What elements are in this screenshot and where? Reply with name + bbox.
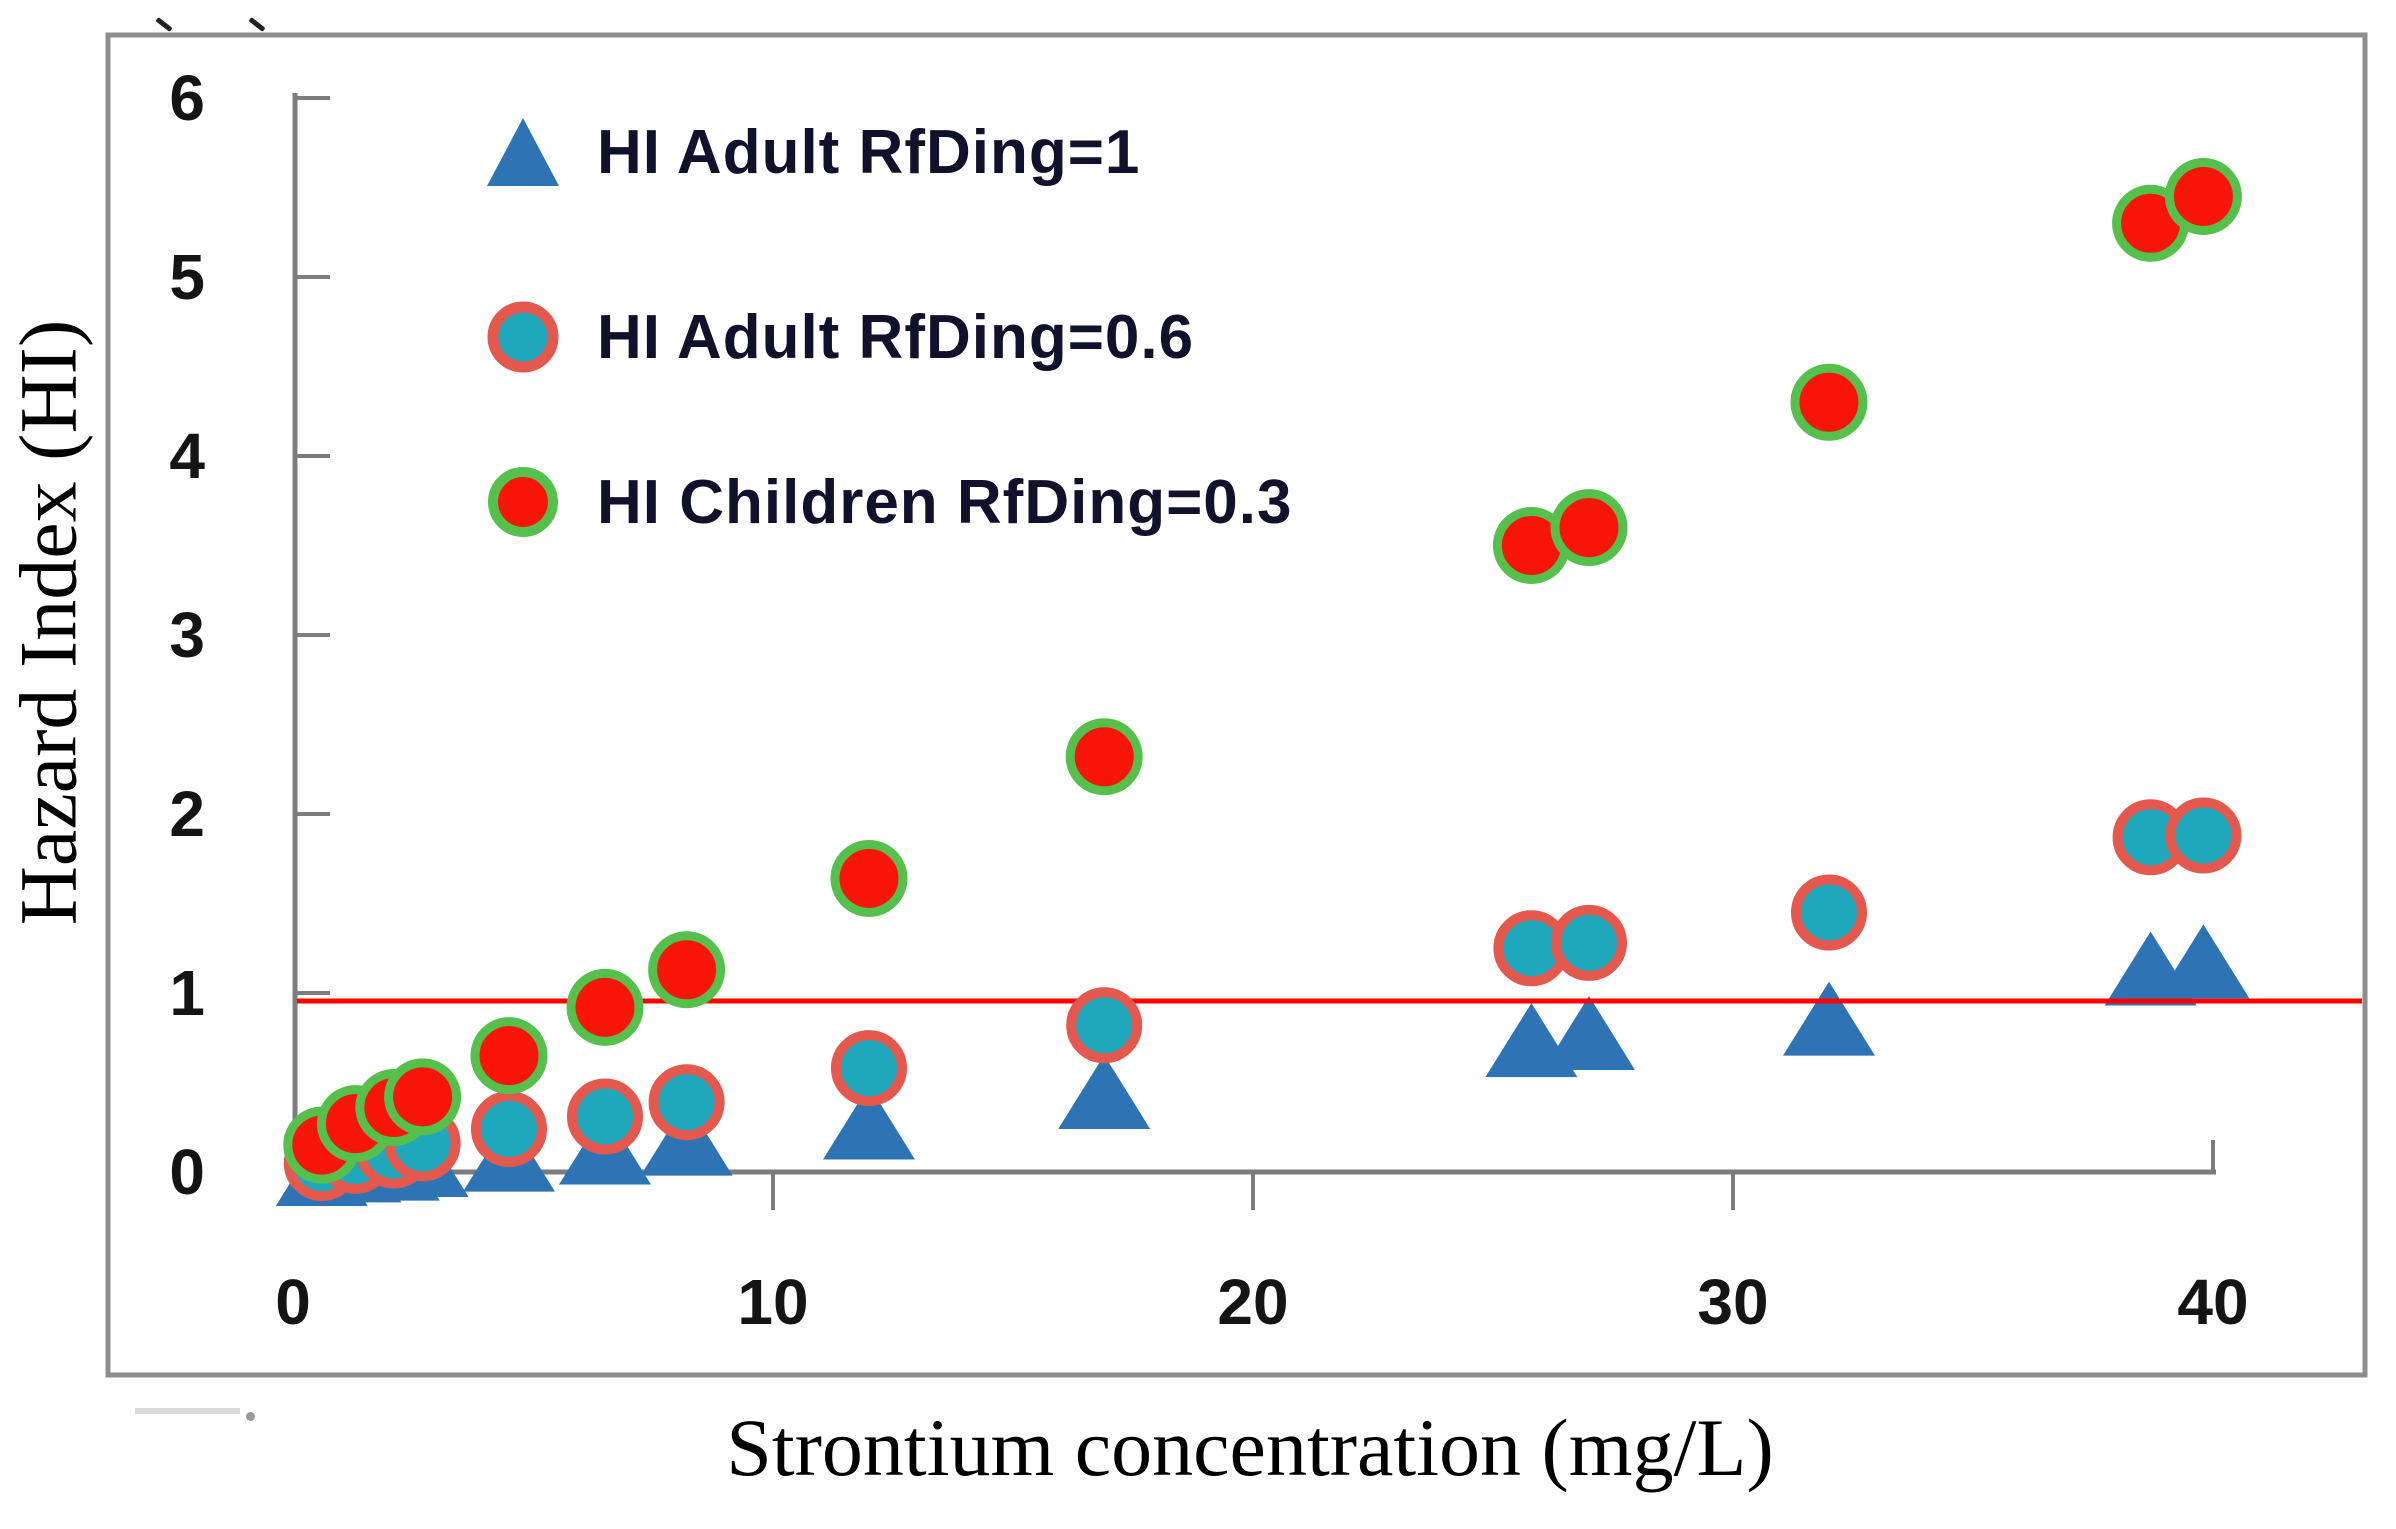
scan-smudge xyxy=(135,1408,240,1414)
point-adult-rfd1 xyxy=(1543,995,1635,1070)
scan-smudge-dot xyxy=(246,1412,255,1421)
legend-label: HI Adult RfDing=1 xyxy=(597,117,1141,187)
x-axis-title: Strontium concentration (mg/L) xyxy=(726,1402,1774,1493)
y-tick-label-3: 3 xyxy=(169,599,205,671)
point-adult-rfd06 xyxy=(648,1064,725,1141)
legend-item-children-rfd03: HI Children RfDing=0.3 xyxy=(475,447,1292,557)
legend-item-adult-rfd06: HI Adult RfDing=0.6 xyxy=(475,282,1194,392)
point-children-rfd03 xyxy=(384,1058,462,1136)
point-adult-rfd1 xyxy=(823,1085,915,1160)
point-children-rfd03 xyxy=(1065,718,1143,796)
point-adult-rfd06 xyxy=(831,1030,907,1107)
point-adult-rfd1 xyxy=(1783,981,1875,1056)
legend-label: HI Adult RfDing=0.6 xyxy=(597,302,1195,372)
point-children-rfd03 xyxy=(470,1017,548,1095)
y-tick-label-1: 1 xyxy=(169,957,205,1029)
point-children-rfd03 xyxy=(648,931,726,1009)
y-tick-label-6: 6 xyxy=(169,62,205,134)
legend-item-adult-rfd1: HI Adult RfDing=1 xyxy=(475,97,1140,207)
point-adult-rfd06 xyxy=(471,1091,547,1168)
point-children-rfd03 xyxy=(1550,489,1628,567)
teal-circle-icon xyxy=(487,301,559,373)
red-circle-icon xyxy=(488,467,558,537)
x-tick-label-0: 0 xyxy=(275,1266,311,1338)
y-tick-label-2: 2 xyxy=(169,778,205,850)
y-tick-label-4: 4 xyxy=(169,420,205,492)
point-children-rfd03 xyxy=(1790,363,1868,441)
x-tick-label-30: 30 xyxy=(1697,1266,1769,1338)
point-adult-rfd1 xyxy=(2157,924,2250,999)
legend-label: HI Children RfDing=0.3 xyxy=(597,467,1293,537)
blue-triangle-icon xyxy=(487,118,559,186)
y-tick-label-5: 5 xyxy=(169,241,205,313)
point-adult-rfd06 xyxy=(1066,987,1143,1064)
point-children-rfd03 xyxy=(566,968,644,1046)
point-children-rfd03 xyxy=(2164,157,2242,235)
x-tick-label-40: 40 xyxy=(2177,1266,2249,1338)
point-adult-rfd06 xyxy=(2165,797,2242,874)
point-adult-rfd06 xyxy=(1551,904,1627,981)
x-tick-label-20: 20 xyxy=(1217,1266,1289,1338)
point-adult-rfd06 xyxy=(567,1078,643,1155)
x-tick-label-10: 10 xyxy=(737,1266,809,1338)
point-children-rfd03 xyxy=(830,839,908,917)
point-adult-rfd06 xyxy=(1791,874,1867,951)
point-adult-rfd1 xyxy=(1058,1055,1151,1130)
plot-frame xyxy=(105,32,2368,1378)
y-tick-label-0: 0 xyxy=(169,1136,205,1208)
